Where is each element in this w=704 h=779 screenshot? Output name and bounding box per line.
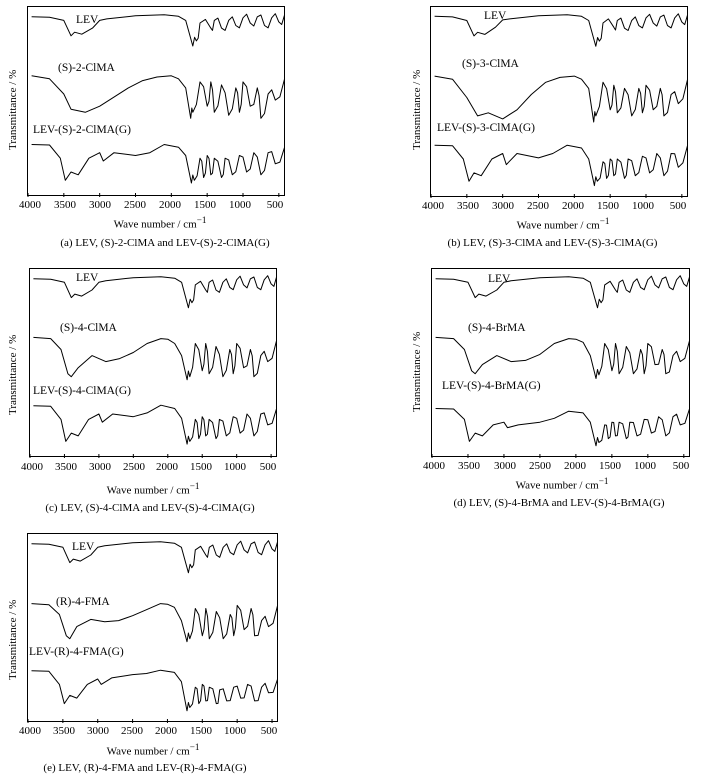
x-tick-label: 3500 [458, 460, 480, 472]
x-tick-label: 1000 [634, 460, 656, 472]
spectrum-line-1 [31, 13, 286, 47]
caption: (e) LEV, (R)-4-FMA and LEV-(R)-4-FMA(G) [43, 762, 247, 774]
series-label-2: (S)-2-ClMA [58, 62, 115, 74]
x-tick-label: 3000 [89, 461, 111, 473]
x-tick-label: 500 [669, 200, 687, 212]
x-tick-label: 500 [672, 460, 690, 472]
series-label-1: LEV [488, 273, 511, 285]
x-tick-label: 1500 [194, 199, 216, 211]
x-tick-label: 4000 [21, 461, 43, 473]
x-tick-label: 4000 [19, 199, 41, 211]
x-tick-label: 2500 [529, 460, 551, 472]
plot-frame [431, 268, 691, 458]
x-tick-label: 3000 [492, 200, 514, 212]
series-label-3: LEV-(S)-4-BrMA(G) [442, 380, 541, 392]
x-tick-label: 2500 [124, 199, 146, 211]
spectrum-line-3 [31, 144, 286, 184]
series-label-3: LEV-(S)-2-ClMA(G) [33, 124, 131, 136]
caption: (c) LEV, (S)-4-ClMA and LEV-(S)-4-ClMA(G… [45, 502, 255, 514]
x-tick-label: 1000 [229, 199, 251, 211]
series-label-1: LEV [72, 541, 95, 553]
x-tick-label: 4000 [19, 725, 41, 737]
x-tick-label: 3000 [89, 199, 111, 211]
x-tick-label: 2000 [562, 200, 584, 212]
x-tick-label: 1000 [632, 200, 654, 212]
x-tick-label: 2000 [156, 461, 178, 473]
y-axis-label: Transmittance / % [411, 69, 423, 150]
spectra-plot [431, 275, 691, 458]
spectra-plot [27, 13, 286, 197]
x-tick-label: 1000 [224, 725, 246, 737]
x-tick-label: 3500 [54, 199, 76, 211]
plot-frame [29, 268, 278, 458]
x-tick-label: 4000 [423, 460, 445, 472]
spectrum-line-3 [33, 404, 278, 445]
series-label-3: LEV-(S)-3-ClMA(G) [437, 122, 535, 134]
spectrum-line-2 [435, 336, 691, 379]
y-axis-label: Transmittance / % [7, 69, 19, 150]
series-label-1: LEV [76, 14, 99, 26]
x-tick-label: 3500 [457, 200, 479, 212]
spectrum-line-3 [31, 669, 279, 712]
x-tick-label: 2000 [155, 725, 177, 737]
x-tick-label: 1500 [190, 725, 212, 737]
spectrum-line-2 [434, 75, 689, 123]
series-label-3: LEV-(R)-4-FMA(G) [29, 646, 124, 658]
spectrum-line-1 [434, 13, 689, 47]
x-tick-label: 2500 [527, 200, 549, 212]
series-label-2: (R)-4-FMA [56, 596, 110, 608]
y-axis-label: Transmittance / % [7, 334, 19, 415]
x-tick-label: 4000 [422, 200, 444, 212]
x-tick-label: 1500 [190, 461, 212, 473]
x-tick-label: 1500 [599, 460, 621, 472]
x-axis-label: Wave number / cm−1 [515, 476, 609, 492]
plot-frame [27, 6, 286, 197]
caption: (b) LEV, (S)-3-ClMA and LEV-(S)-3-ClMA(G… [447, 237, 658, 249]
spectrum-line-2 [31, 603, 279, 643]
series-label-3: LEV-(S)-4-ClMA(G) [33, 385, 131, 397]
spectrum-line-1 [33, 275, 278, 309]
x-tick-label: 3500 [53, 725, 75, 737]
x-tick-label: 500 [266, 199, 284, 211]
spectrum-line-1 [31, 540, 279, 574]
spectrum-line-2 [31, 75, 286, 119]
x-tick-label: 500 [260, 725, 278, 737]
x-tick-label: 3000 [494, 460, 516, 472]
spectrum-line-3 [435, 408, 691, 447]
x-axis-label: Wave number / cm−1 [106, 742, 200, 758]
series-label-2: (S)-3-ClMA [462, 58, 519, 70]
x-tick-label: 2000 [159, 199, 181, 211]
y-axis-label: Transmittance / % [411, 331, 423, 412]
series-label-1: LEV [484, 10, 507, 22]
plot-frame [430, 6, 689, 198]
x-tick-label: 2500 [123, 461, 145, 473]
spectra-plot [29, 275, 278, 458]
x-axis-label: Wave number / cm−1 [113, 215, 207, 231]
caption: (d) LEV, (S)-4-BrMA and LEV-(S)-4-BrMA(G… [453, 497, 665, 509]
x-tick-label: 3500 [55, 461, 77, 473]
spectrum-line-2 [33, 336, 278, 381]
x-tick-label: 500 [259, 461, 277, 473]
x-axis-label: Wave number / cm−1 [106, 481, 200, 497]
x-tick-label: 1500 [597, 200, 619, 212]
x-axis-label: Wave number / cm−1 [516, 216, 610, 232]
plot-frame [27, 533, 279, 723]
x-tick-label: 3000 [87, 725, 109, 737]
series-label-2: (S)-4-ClMA [60, 322, 117, 334]
x-tick-label: 1000 [224, 461, 246, 473]
spectrum-line-1 [435, 275, 691, 309]
series-label-1: LEV [76, 272, 99, 284]
series-label-2: (S)-4-BrMA [468, 322, 526, 334]
x-tick-label: 2000 [564, 460, 586, 472]
caption: (a) LEV, (S)-2-ClMA and LEV-(S)-2-ClMA(G… [60, 237, 270, 249]
spectra-plot [27, 540, 279, 723]
x-tick-label: 2500 [121, 725, 143, 737]
spectra-plot [430, 13, 689, 198]
y-axis-label: Transmittance / % [7, 599, 19, 680]
spectrum-line-3 [434, 144, 689, 187]
